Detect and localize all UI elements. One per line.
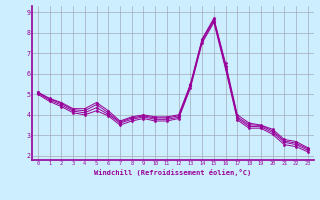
- X-axis label: Windchill (Refroidissement éolien,°C): Windchill (Refroidissement éolien,°C): [94, 169, 252, 176]
